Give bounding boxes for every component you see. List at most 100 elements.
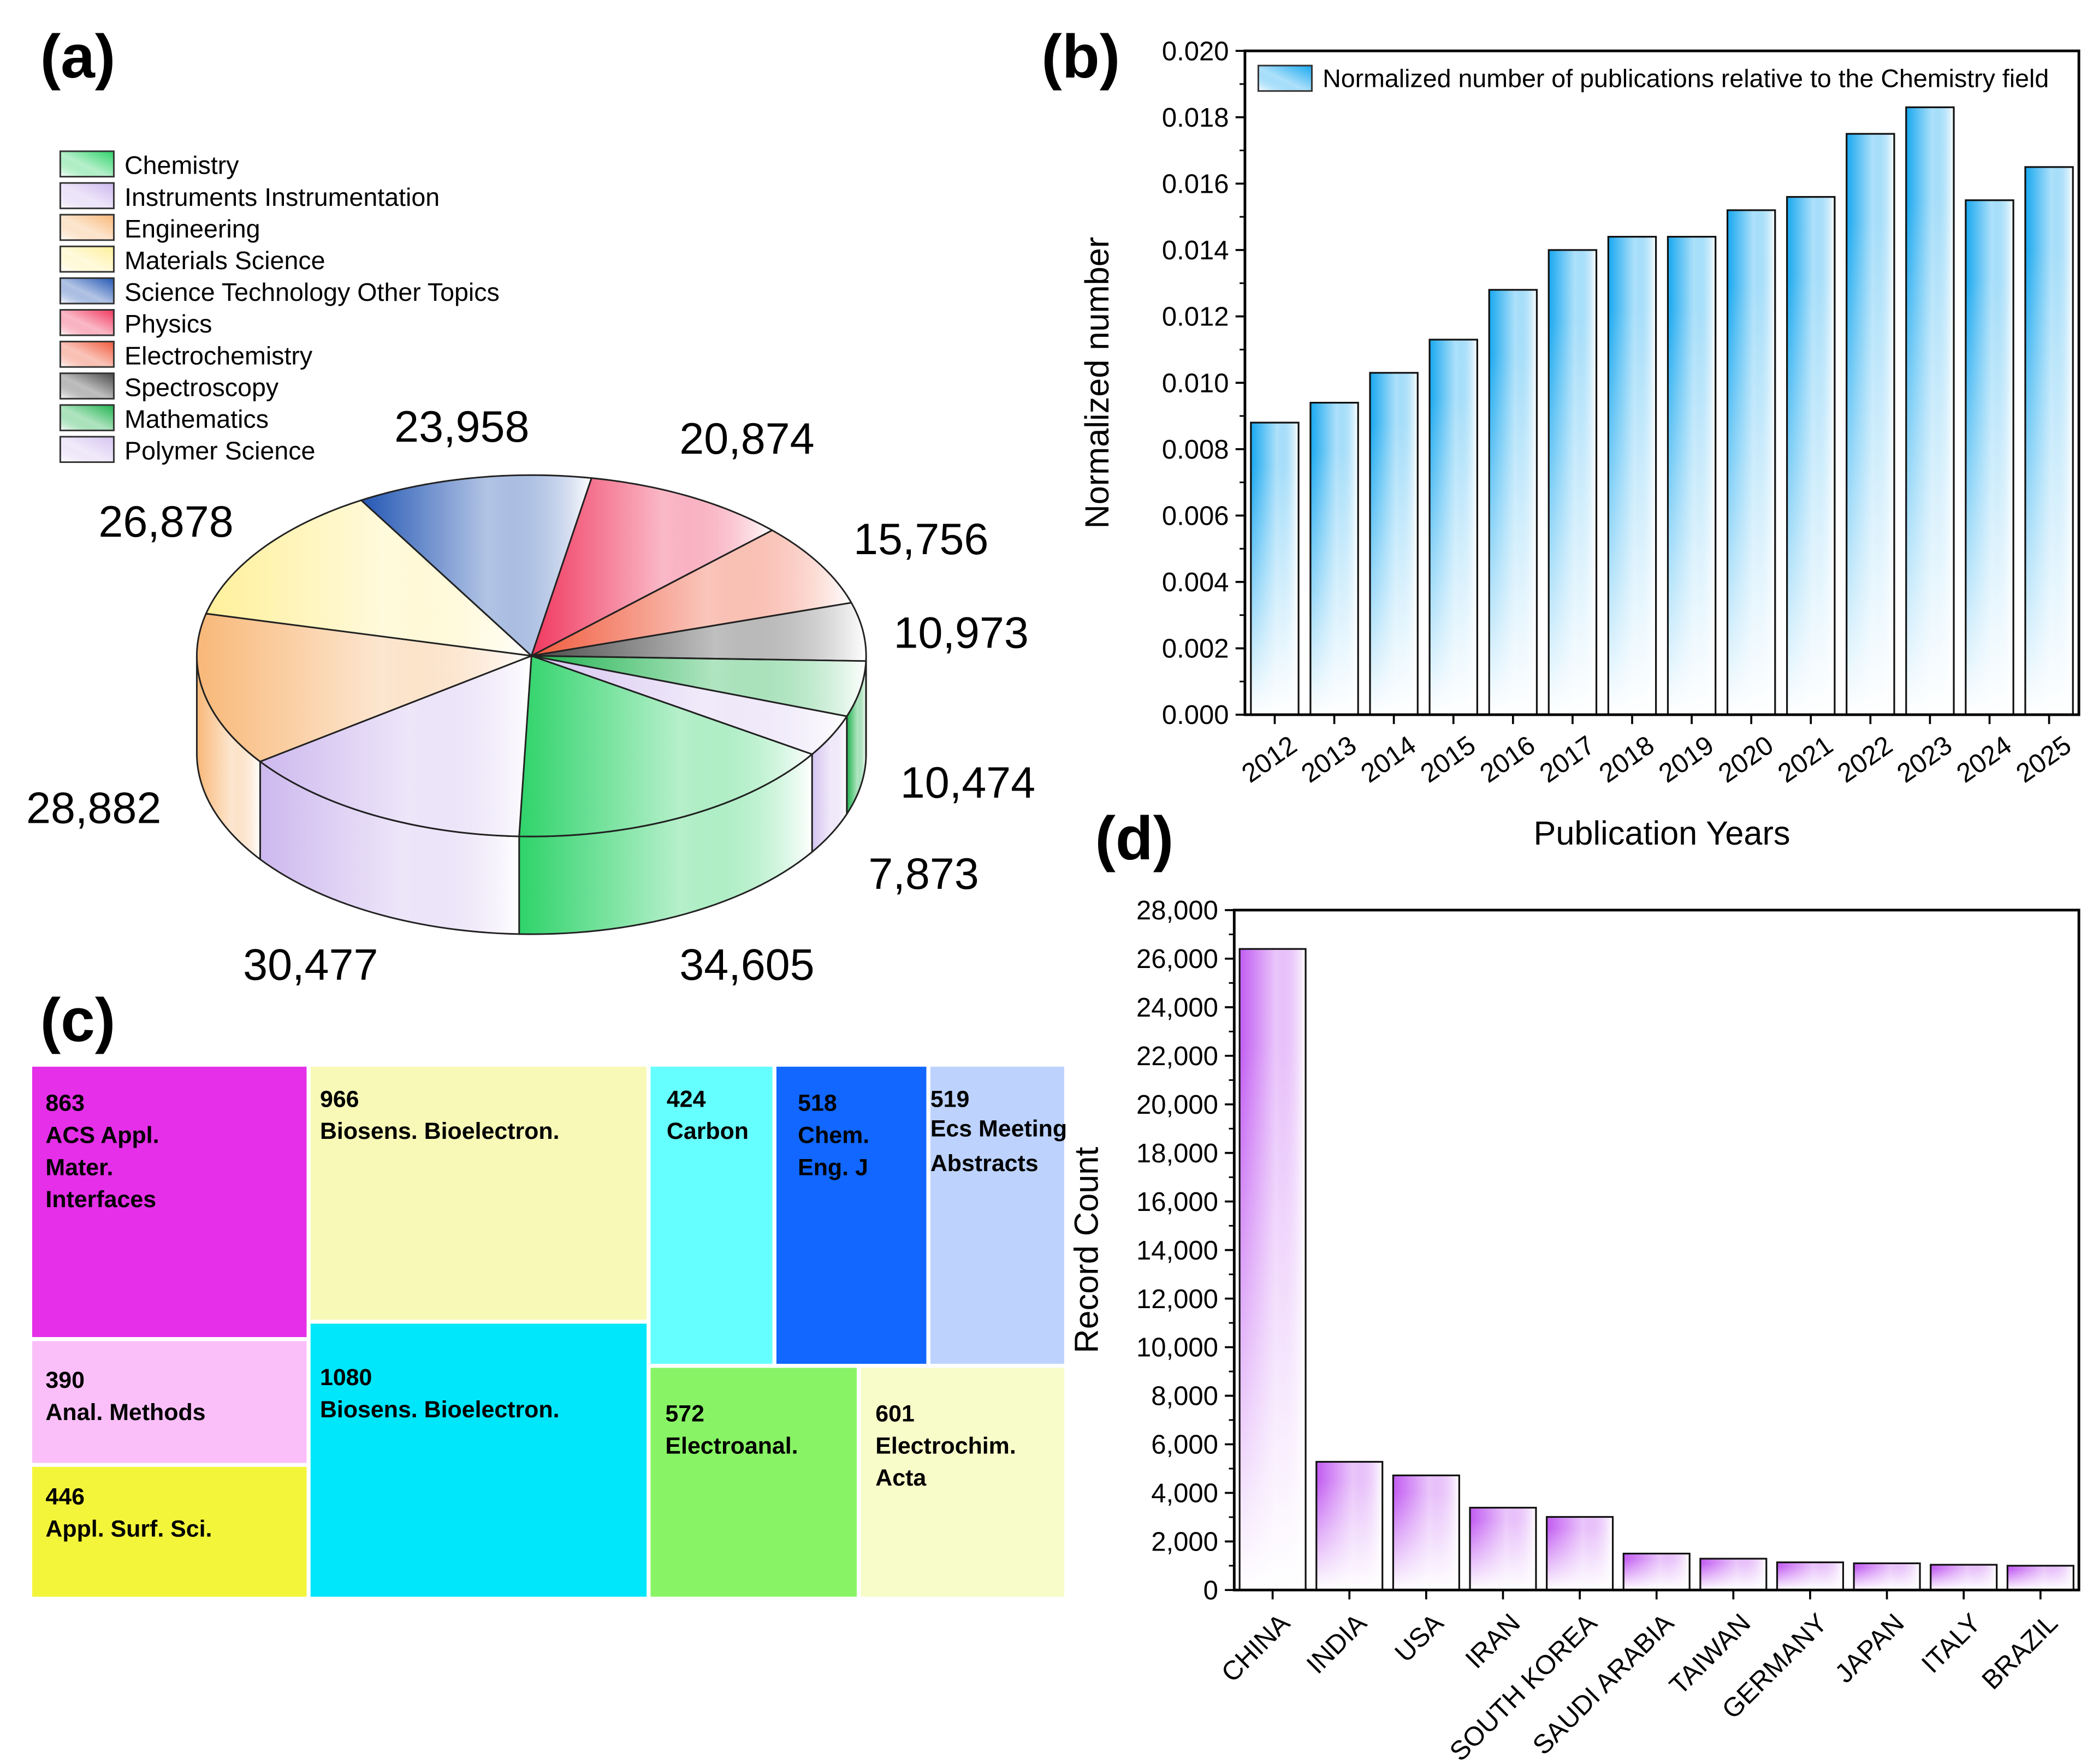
pie-slice: [530, 477, 774, 658]
x-tick-label: 2019: [1653, 730, 1719, 789]
legend-label: Engineering: [124, 215, 260, 243]
bar: [1469, 1506, 1537, 1591]
y-tick-label: 0.018: [1162, 103, 1229, 133]
pie-slice: [518, 655, 814, 838]
pie-slice: [195, 613, 532, 763]
bar: [1309, 401, 1359, 716]
bar: [1853, 1562, 1921, 1591]
legend-label: Normalized number of publications relati…: [1323, 64, 2049, 92]
y-tick-label: 8,000: [1151, 1382, 1218, 1411]
treemap-cell: 966 Biosens. Bioelectron.: [310, 1066, 647, 1320]
treemap-value: 863: [45, 1090, 85, 1116]
treemap-cell: 424 Carbon: [650, 1066, 773, 1364]
treemap-label: Abstracts: [930, 1150, 1039, 1177]
legend-label: Polymer Science: [124, 437, 315, 465]
x-tick-label: 2018: [1594, 730, 1659, 789]
treemap-cell: 1080 Biosens. Bioelectron.: [310, 1323, 647, 1597]
legend-swatch: [59, 213, 115, 241]
bar: [1667, 236, 1717, 716]
bar: [1965, 199, 2014, 716]
bar: [1846, 133, 1895, 716]
y-tick-label: 0.004: [1162, 568, 1229, 597]
bar: [1699, 1558, 1768, 1591]
axes-frame: [1232, 908, 2080, 1591]
pie-value-label: 23,958: [394, 402, 529, 452]
x-tick-label: INDIA: [1301, 1608, 1373, 1679]
treemap-value: 1080: [320, 1364, 372, 1391]
legend-label: Mathematics: [124, 405, 269, 433]
legend-swatch: [59, 404, 115, 431]
treemap-cell: 572 Electroanal.: [650, 1368, 857, 1597]
axes-frame: [1243, 49, 2080, 716]
y-tick-label: 22,000: [1136, 1042, 1218, 1071]
pie-value-label: 26,878: [98, 497, 233, 547]
x-tick-label: BRAZIL: [1976, 1608, 2064, 1696]
y-tick-label: 6,000: [1151, 1430, 1218, 1460]
y-tick-label: 0.014: [1162, 236, 1229, 265]
treemap-label: Mater.: [45, 1154, 113, 1180]
bar: [1428, 338, 1478, 716]
bar: [1369, 372, 1419, 716]
x-tick-label: 2021: [1772, 730, 1838, 789]
bar: [1315, 1460, 1384, 1591]
treemap-cell: 390 Anal. Methods: [32, 1341, 307, 1463]
x-tick-label: USA: [1389, 1608, 1449, 1668]
y-axis-title: Normalized number: [1078, 237, 1116, 529]
bar-chart-publications: 2012201320142015201620172018201920202021…: [1078, 37, 2080, 852]
pie-slice: [531, 655, 867, 717]
pie-slice: [359, 474, 593, 657]
x-tick-label: JAPAN: [1829, 1608, 1910, 1689]
x-tick-label: 2013: [1296, 730, 1362, 789]
x-tick-label: SAUDI ARABIA: [1527, 1608, 1680, 1760]
bar: [1250, 421, 1300, 716]
panel-label-d: (d): [1095, 804, 1173, 872]
legend-label: Science Technology Other Topics: [124, 278, 500, 306]
x-axis-title: Publication Years: [1534, 815, 1790, 852]
x-tick-label: 2025: [2011, 730, 2077, 789]
x-tick-label: CHINA: [1216, 1608, 1296, 1688]
legend-swatch: [1257, 64, 1313, 92]
x-tick-label: 2024: [1952, 730, 2017, 789]
legend-swatch: [59, 309, 115, 336]
pie-slice: [531, 655, 849, 756]
treemap-label: Carbon: [667, 1118, 749, 1144]
treemap-label: Electrochim.: [875, 1433, 1016, 1459]
treemap-cell: 518 Chem. Eng. J: [776, 1066, 927, 1364]
y-tick-label: 0.020: [1162, 37, 1229, 66]
bar: [1776, 1561, 1845, 1591]
treemap-value: 966: [320, 1086, 359, 1112]
y-tick-label: 0.000: [1162, 700, 1229, 730]
treemap-cell: 446 Appl. Surf. Sci.: [32, 1466, 307, 1597]
bar: [1786, 196, 1836, 716]
treemap-label: Acta: [875, 1465, 927, 1491]
treemap-label: Biosens. Bioelectron.: [320, 1397, 560, 1423]
y-tick-label: 14,000: [1136, 1236, 1218, 1266]
pie-value-label: 30,477: [243, 940, 378, 989]
treemap-value: 518: [798, 1090, 837, 1116]
bar: [1392, 1474, 1460, 1591]
legend-swatch: [59, 277, 115, 305]
pie-slice: [258, 654, 532, 838]
legend-label: Chemistry: [124, 151, 239, 180]
pie-value-label: 7,873: [868, 850, 979, 899]
panel-label-c: (c): [40, 985, 116, 1054]
treemap-value: 572: [665, 1400, 704, 1427]
x-tick-label: ITALY: [1916, 1608, 1987, 1679]
y-tick-label: 0.002: [1162, 634, 1229, 664]
legend-label: Physics: [124, 310, 212, 338]
treemap-value: 519: [930, 1086, 970, 1112]
bar: [2024, 166, 2074, 716]
x-tick-label: 2014: [1356, 730, 1421, 789]
pie-side-walls: [195, 656, 867, 935]
y-tick-label: 28,000: [1136, 896, 1218, 925]
y-tick-label: 0.006: [1162, 501, 1229, 531]
bar: [1607, 236, 1657, 716]
treemap-value: 601: [875, 1400, 915, 1427]
legend-label: Instruments Instrumentation: [124, 183, 440, 211]
x-tick-label: IRAN: [1460, 1608, 1526, 1674]
treemap-label: Eng. J: [798, 1154, 868, 1180]
treemap-label: Chem.: [798, 1122, 869, 1149]
treemap-label: Electroanal.: [665, 1433, 798, 1459]
pie-slice: [205, 499, 534, 657]
